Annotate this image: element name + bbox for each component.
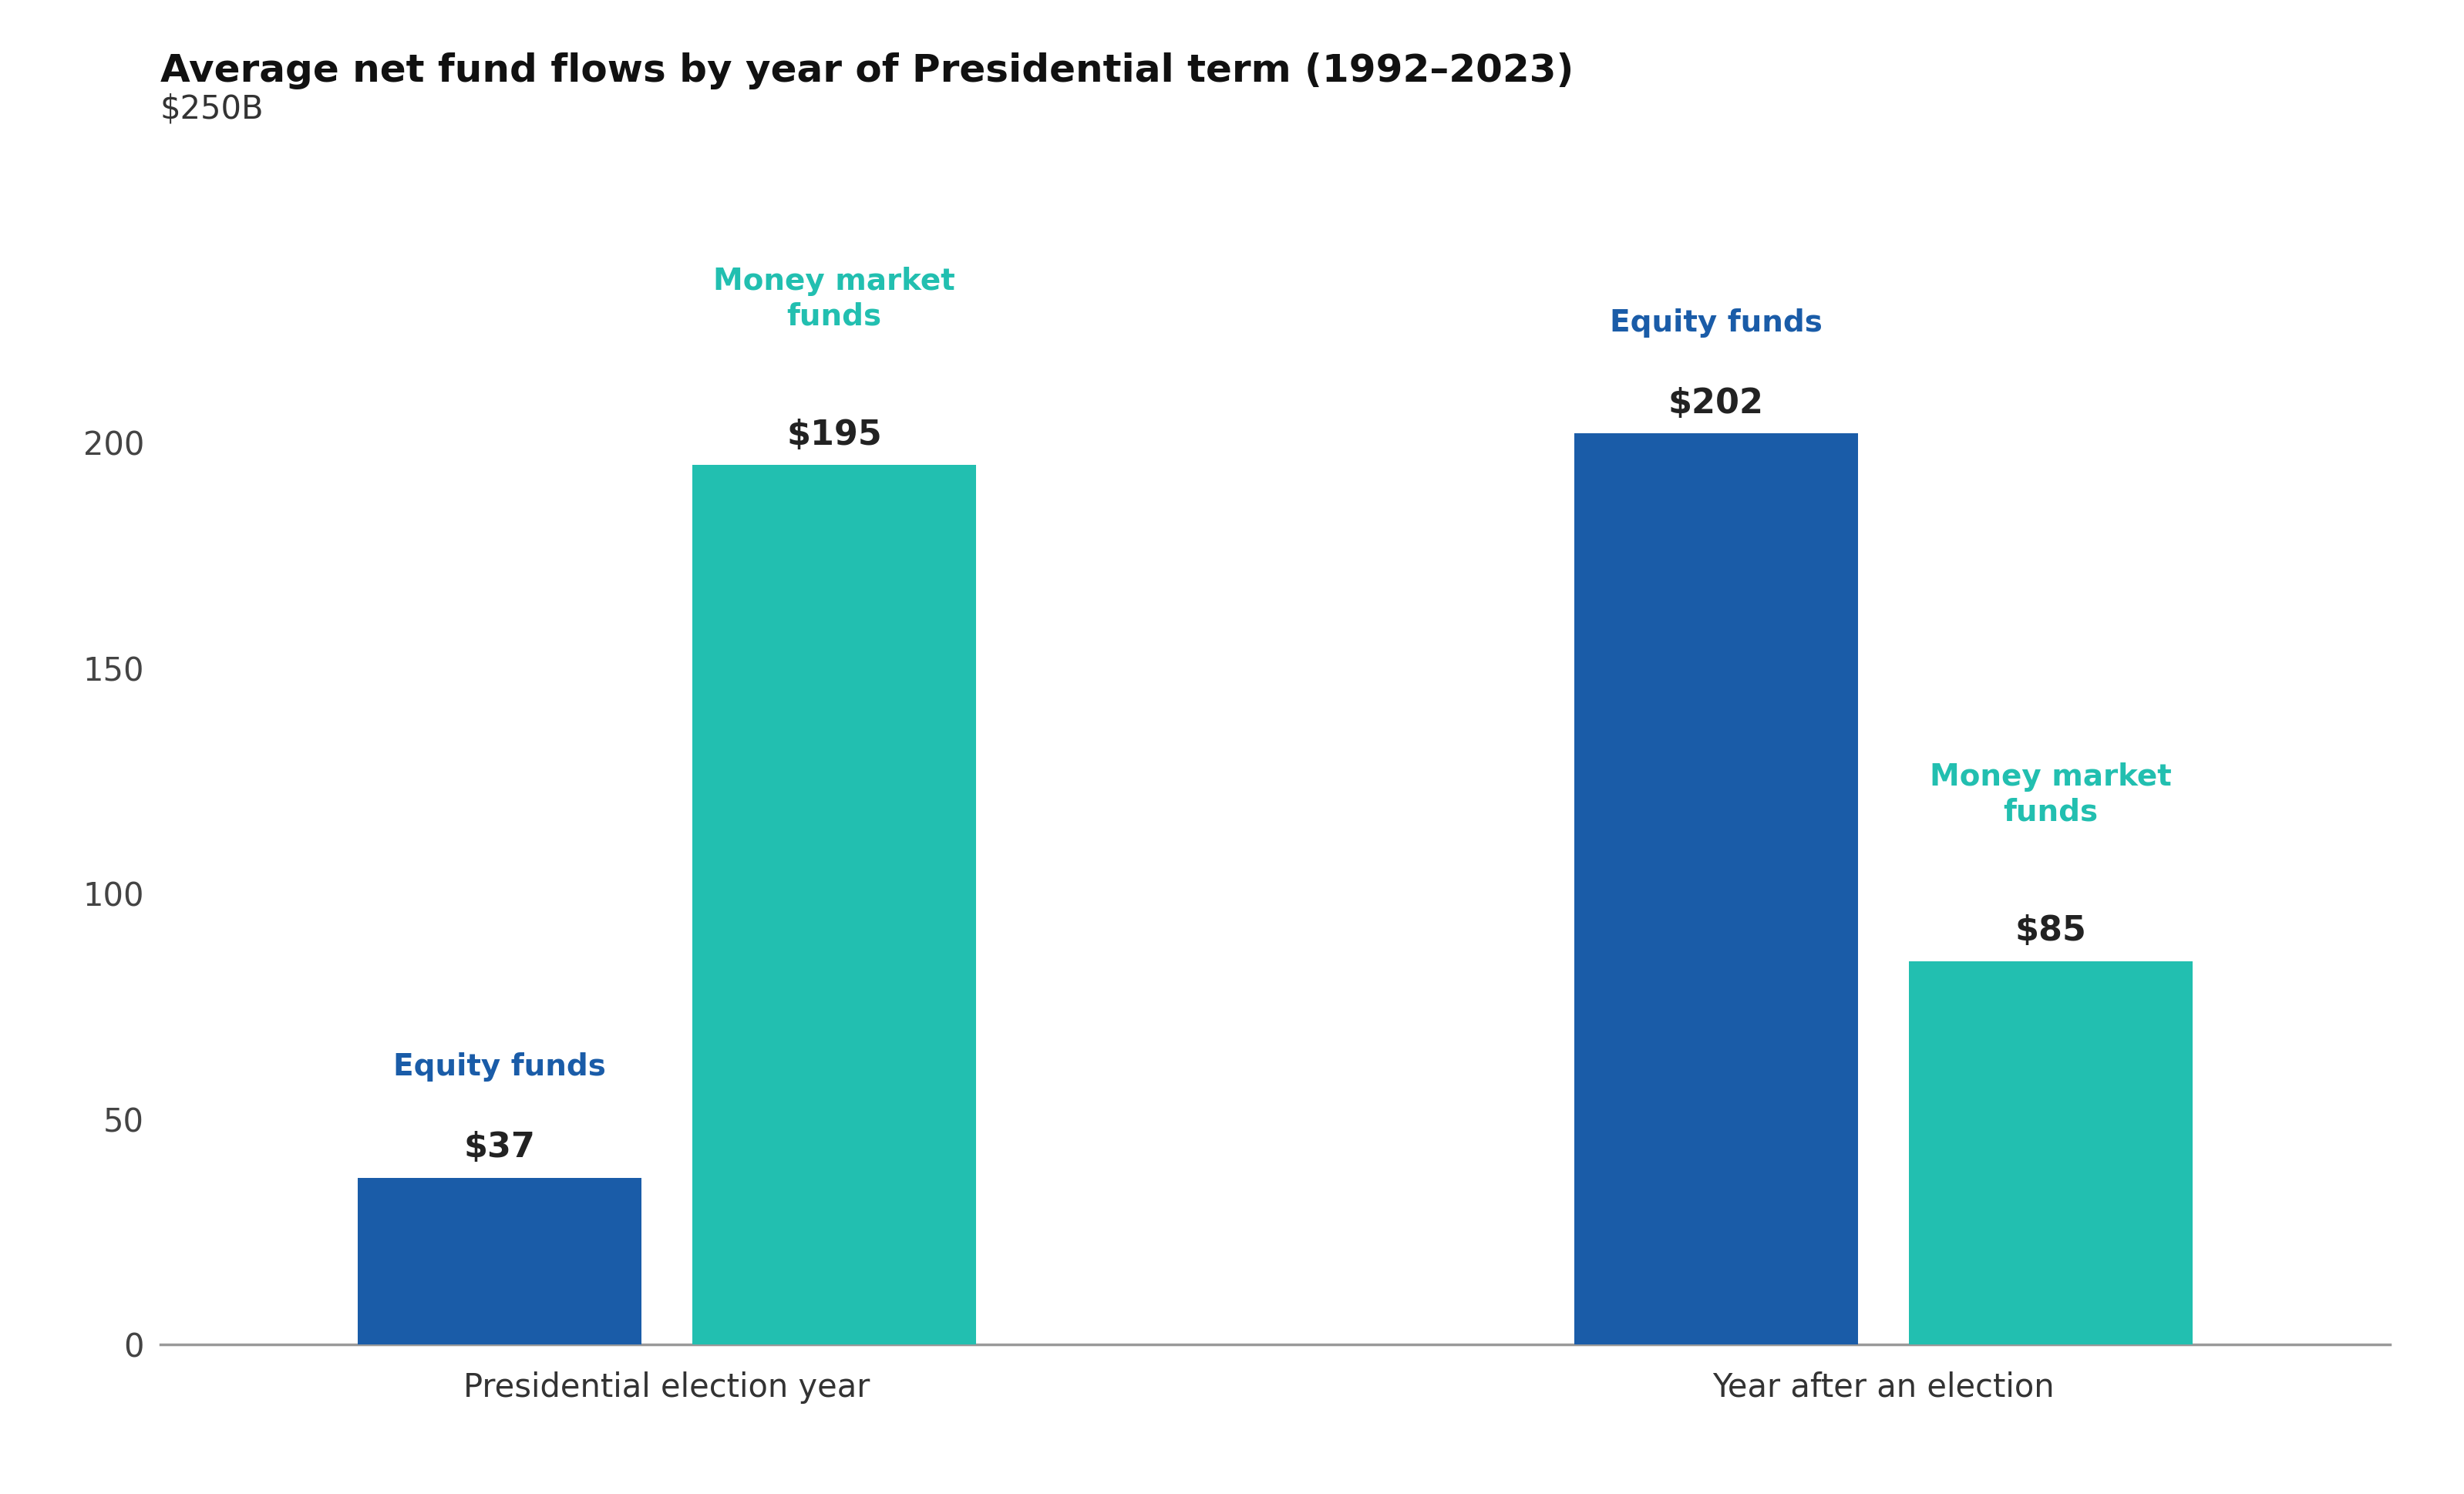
Text: Money market
funds: Money market funds [712,266,956,332]
Bar [1574,433,1858,1345]
Bar [1910,961,2193,1345]
Text: $202: $202 [1668,387,1764,420]
Text: $250B: $250B [160,93,264,125]
Text: Money market
funds: Money market funds [1929,762,2171,828]
Text: $195: $195 [786,418,882,451]
Text: Average net fund flows by year of Presidential term (1992–2023): Average net fund flows by year of Presid… [160,52,1574,90]
Text: Equity funds: Equity funds [1609,308,1823,338]
Bar [357,1177,641,1345]
Text: $37: $37 [463,1131,535,1164]
Text: Equity funds: Equity funds [394,1053,606,1082]
Bar [692,465,976,1345]
Text: $85: $85 [2016,914,2087,947]
